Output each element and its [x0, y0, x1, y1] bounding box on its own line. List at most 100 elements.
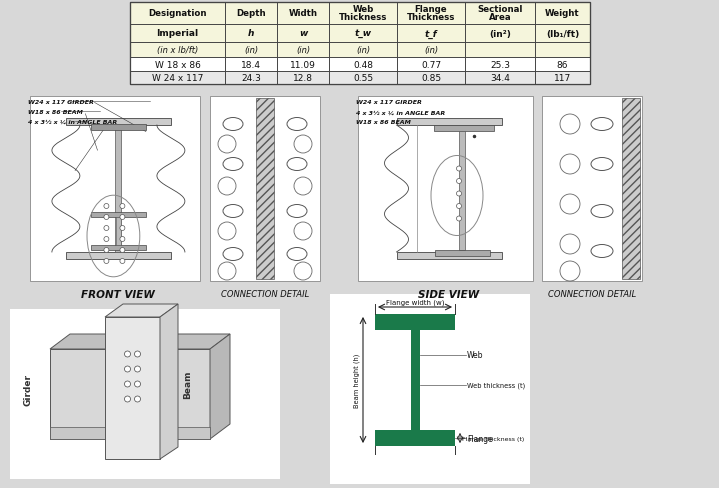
Circle shape	[560, 115, 580, 135]
Bar	[375, 430, 455, 446]
Circle shape	[560, 155, 580, 175]
Bar	[91, 125, 146, 131]
Text: Flange thickness (t): Flange thickness (t)	[462, 436, 524, 441]
Ellipse shape	[287, 118, 307, 131]
Text: (lb₁/ft): (lb₁/ft)	[546, 29, 579, 39]
Bar	[116, 218, 121, 245]
Text: W18 x 86 BEAM: W18 x 86 BEAM	[356, 120, 411, 125]
Text: 0.77: 0.77	[421, 61, 441, 69]
Bar	[358, 97, 533, 282]
Text: Depth: Depth	[236, 9, 266, 19]
Circle shape	[457, 179, 462, 184]
Text: 0.48: 0.48	[353, 61, 373, 69]
Bar	[375, 314, 455, 330]
Bar	[434, 126, 494, 132]
Circle shape	[120, 248, 125, 253]
Bar	[50, 427, 210, 439]
Text: 18.4: 18.4	[241, 61, 261, 69]
Bar	[126, 349, 134, 449]
Bar	[130, 3, 590, 85]
Circle shape	[134, 351, 140, 357]
Text: (in): (in)	[424, 46, 438, 55]
Circle shape	[294, 263, 312, 281]
Text: Beam height (h): Beam height (h)	[354, 353, 360, 407]
Text: CONNECTION DETAIL: CONNECTION DETAIL	[221, 289, 309, 298]
Circle shape	[120, 215, 125, 220]
Ellipse shape	[223, 248, 243, 261]
Bar	[91, 213, 146, 218]
Text: 4 x 3½ x ¼ in ANGLE BAR: 4 x 3½ x ¼ in ANGLE BAR	[28, 119, 117, 124]
Text: 12.8: 12.8	[293, 74, 313, 83]
Bar	[459, 132, 465, 250]
Text: (in): (in)	[356, 46, 370, 55]
Circle shape	[218, 136, 236, 154]
Polygon shape	[210, 334, 230, 439]
Text: 0.55: 0.55	[353, 74, 373, 83]
Text: (in²): (in²)	[489, 29, 511, 39]
Text: 0.85: 0.85	[421, 74, 441, 83]
Bar	[91, 245, 146, 250]
Bar	[130, 58, 590, 72]
Polygon shape	[105, 305, 178, 317]
Circle shape	[457, 217, 462, 222]
Ellipse shape	[591, 245, 613, 258]
Text: Imperial: Imperial	[157, 29, 198, 39]
Text: CONNECTION DETAIL: CONNECTION DETAIL	[548, 289, 636, 298]
Circle shape	[104, 248, 109, 253]
Text: W24 x 117 GIRDER: W24 x 117 GIRDER	[28, 99, 94, 104]
Circle shape	[218, 263, 236, 281]
Text: W24 x 117 GIRDER: W24 x 117 GIRDER	[356, 99, 422, 104]
Text: (in): (in)	[296, 46, 310, 55]
Circle shape	[134, 381, 140, 387]
Ellipse shape	[287, 205, 307, 218]
Circle shape	[134, 366, 140, 372]
Text: Sectional: Sectional	[477, 5, 523, 15]
Bar	[622, 99, 640, 280]
Circle shape	[120, 237, 125, 242]
Ellipse shape	[287, 158, 307, 171]
Text: Girder: Girder	[24, 373, 32, 405]
Text: t_w: t_w	[354, 29, 372, 39]
Text: FRONT VIEW: FRONT VIEW	[81, 289, 155, 299]
Text: 24.3: 24.3	[241, 74, 261, 83]
Text: 25.3: 25.3	[490, 61, 510, 69]
Circle shape	[294, 178, 312, 196]
Ellipse shape	[223, 205, 243, 218]
Circle shape	[457, 192, 462, 197]
Circle shape	[218, 223, 236, 241]
Ellipse shape	[223, 118, 243, 131]
Circle shape	[560, 262, 580, 282]
Circle shape	[294, 136, 312, 154]
Text: 86: 86	[557, 61, 568, 69]
Text: 11.09: 11.09	[290, 61, 316, 69]
Ellipse shape	[591, 118, 613, 131]
Circle shape	[457, 167, 462, 172]
Text: Flange: Flange	[415, 5, 447, 15]
Circle shape	[124, 351, 131, 357]
Bar	[330, 294, 530, 484]
Text: (in): (in)	[244, 46, 258, 55]
Bar	[130, 72, 590, 85]
Circle shape	[457, 204, 462, 209]
Bar	[411, 330, 419, 430]
Text: w: w	[299, 29, 307, 39]
Text: W 24 x 117: W 24 x 117	[152, 74, 203, 83]
Text: t_f: t_f	[425, 29, 437, 39]
Bar	[116, 126, 122, 252]
Bar	[66, 252, 171, 260]
Text: 117: 117	[554, 74, 571, 83]
Ellipse shape	[591, 205, 613, 218]
Text: Weight: Weight	[545, 9, 580, 19]
Bar	[542, 97, 642, 282]
Circle shape	[218, 178, 236, 196]
Text: 4 x 3½ x ¼ in ANGLE BAR: 4 x 3½ x ¼ in ANGLE BAR	[356, 110, 445, 115]
Circle shape	[120, 259, 125, 264]
Ellipse shape	[287, 248, 307, 261]
Text: Thickness: Thickness	[407, 14, 455, 22]
Bar	[66, 119, 171, 126]
Bar	[210, 97, 320, 282]
Text: Area: Area	[489, 14, 511, 22]
Text: Web: Web	[352, 5, 374, 15]
Circle shape	[560, 195, 580, 215]
Circle shape	[294, 223, 312, 241]
